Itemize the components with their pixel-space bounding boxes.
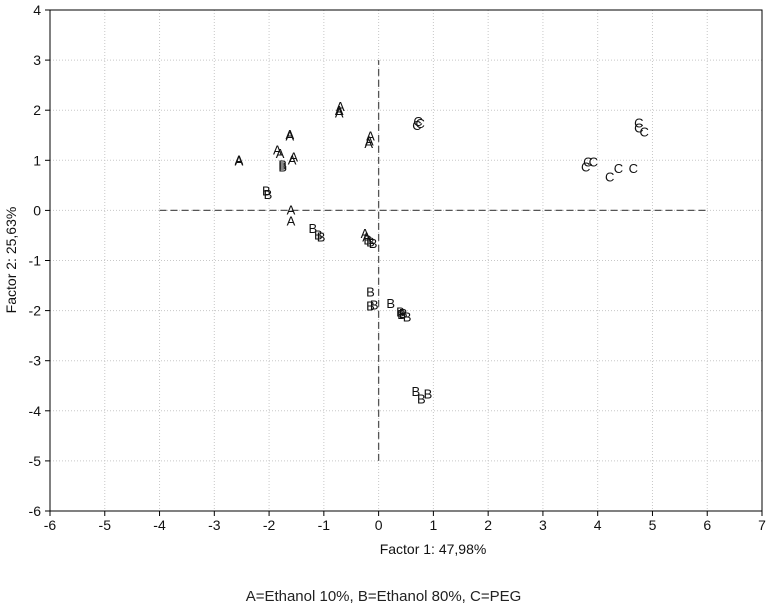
data-point-a: A bbox=[287, 213, 296, 228]
x-axis-label: Factor 1: 47,98% bbox=[380, 541, 487, 557]
y-tick-label: -4 bbox=[29, 403, 42, 419]
y-tick-label: -1 bbox=[29, 253, 42, 269]
data-point-b: B bbox=[314, 227, 323, 242]
data-point-b: B bbox=[417, 391, 426, 406]
data-point-c: C bbox=[614, 161, 623, 176]
data-point-c: C bbox=[583, 154, 592, 169]
data-point-b: B bbox=[399, 306, 408, 321]
data-point-b: B bbox=[262, 183, 271, 198]
data-point-c: C bbox=[589, 154, 598, 169]
data-point-a: A bbox=[287, 202, 296, 217]
data-point-a: A bbox=[276, 146, 285, 161]
y-tick-label: 2 bbox=[33, 102, 41, 118]
y-tick-label: 4 bbox=[33, 2, 41, 18]
x-tick-label: 4 bbox=[594, 517, 602, 533]
data-point-b: B bbox=[424, 386, 433, 401]
legend-caption: A=Ethanol 10%, B=Ethanol 80%, C=PEG bbox=[245, 588, 522, 605]
x-tick-label: -1 bbox=[318, 517, 331, 533]
data-point-b: B bbox=[370, 298, 379, 313]
data-point-b: B bbox=[264, 187, 273, 202]
x-tick-label: 3 bbox=[539, 517, 547, 533]
data-point-c: C bbox=[634, 116, 643, 131]
x-axis-ticks: -6 -5 -4 -3 -2 -1 0 1 2 3 4 5 6 7 bbox=[44, 511, 766, 533]
data-point-b: B bbox=[366, 285, 375, 300]
data-point-a: A bbox=[361, 226, 370, 241]
data-point-b: B bbox=[397, 307, 406, 322]
data-point-a: A bbox=[273, 142, 282, 157]
x-tick-label: -2 bbox=[263, 517, 276, 533]
data-point-a: A bbox=[365, 133, 374, 148]
x-tick-label: 5 bbox=[649, 517, 657, 533]
plot-frame bbox=[49, 9, 763, 512]
y-tick-label: -3 bbox=[29, 353, 42, 369]
data-point-a: A bbox=[235, 153, 244, 168]
data-point-c: C bbox=[634, 121, 643, 136]
data-point-b: B bbox=[309, 221, 318, 236]
y-tick-label: 1 bbox=[33, 152, 41, 168]
data-point-b: B bbox=[366, 234, 375, 249]
x-tick-label: -6 bbox=[44, 517, 57, 533]
y-tick-label: 0 bbox=[33, 202, 41, 218]
data-point-c: C bbox=[412, 118, 421, 133]
x-tick-label: -3 bbox=[208, 517, 221, 533]
data-point-b: B bbox=[278, 159, 287, 174]
data-point-c: C bbox=[640, 125, 649, 140]
data-point-b: B bbox=[403, 310, 412, 325]
grid bbox=[49, 9, 763, 512]
data-point-a: A bbox=[362, 229, 371, 244]
data-point-a: A bbox=[366, 128, 375, 143]
data-point-c: C bbox=[581, 159, 590, 174]
x-tick-label: -5 bbox=[99, 517, 112, 533]
x-tick-label: 6 bbox=[703, 517, 711, 533]
y-tick-label: -2 bbox=[29, 303, 42, 319]
x-tick-label: 0 bbox=[375, 517, 383, 533]
data-point-c: C bbox=[629, 161, 638, 176]
data-point-b: B bbox=[412, 384, 421, 399]
data-point-b: B bbox=[317, 229, 326, 244]
y-tick-label: -6 bbox=[29, 503, 42, 519]
x-tick-label: 7 bbox=[758, 517, 766, 533]
data-point-b: B bbox=[369, 236, 378, 251]
data-point-c: C bbox=[416, 116, 425, 131]
x-tick-label: 2 bbox=[484, 517, 492, 533]
data-point-c: C bbox=[413, 114, 422, 129]
data-point-b: B bbox=[396, 305, 405, 320]
data-point-a: A bbox=[336, 99, 345, 114]
x-tick-label: -4 bbox=[153, 517, 166, 533]
data-point-b: B bbox=[366, 299, 375, 314]
data-point-c: C bbox=[605, 169, 614, 184]
data-point-a: A bbox=[364, 136, 373, 151]
y-tick-label: -5 bbox=[29, 453, 42, 469]
data-point-b: B bbox=[386, 296, 395, 311]
data-point-a: A bbox=[289, 149, 298, 164]
data-point-a: A bbox=[286, 127, 295, 142]
x-tick-label: 1 bbox=[429, 517, 437, 533]
y-axis-label: Factor 2: 25,63% bbox=[3, 207, 19, 314]
data-point-a: A bbox=[288, 152, 297, 167]
reference-lines bbox=[159, 60, 708, 461]
y-axis-ticks: -6 -5 -4 -3 -2 -1 0 1 2 3 4 bbox=[29, 2, 50, 519]
y-tick-label: 3 bbox=[33, 52, 41, 68]
data-point-a: A bbox=[335, 103, 344, 118]
data-point-a: A bbox=[235, 152, 244, 167]
data-point-a: A bbox=[286, 128, 295, 143]
data-point-a: A bbox=[335, 106, 344, 121]
data-point-b: B bbox=[278, 157, 287, 172]
data-point-b: B bbox=[363, 232, 372, 247]
